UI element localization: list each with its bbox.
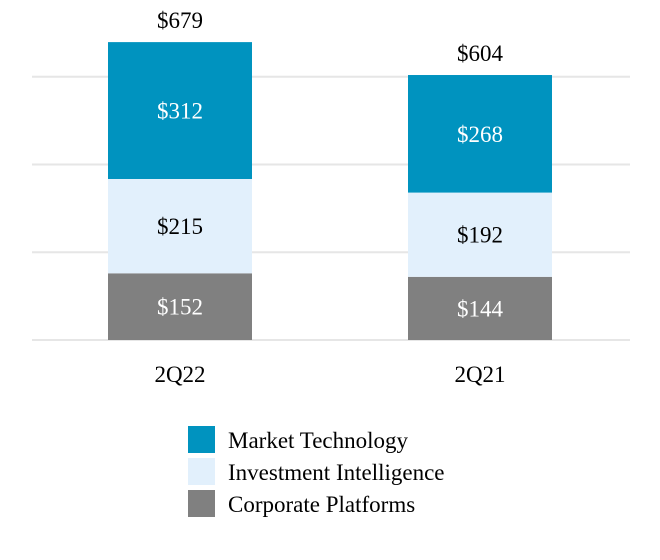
legend-swatch xyxy=(188,490,215,517)
total-label: $604 xyxy=(457,41,504,66)
x-tick-label: 2Q22 xyxy=(154,362,205,387)
x-tick-label: 2Q21 xyxy=(454,362,505,387)
bar-segment-market-technology xyxy=(108,42,252,179)
data-label: $152 xyxy=(157,295,203,320)
legend-swatch xyxy=(188,426,215,453)
data-label: $312 xyxy=(157,99,203,124)
bar-segment-market-technology xyxy=(408,75,552,193)
legend-label: Investment Intelligence xyxy=(228,460,445,485)
total-label: $679 xyxy=(157,8,203,33)
data-label: $144 xyxy=(457,296,504,321)
data-label: $215 xyxy=(157,214,203,239)
data-label: $192 xyxy=(457,223,503,248)
legend-label: Corporate Platforms xyxy=(228,492,415,517)
legend-swatch xyxy=(188,458,215,485)
bar-segment-corporate-platforms xyxy=(108,273,252,340)
bar-segment-investment-intelligence xyxy=(408,192,552,277)
bar-segment-investment-intelligence xyxy=(108,178,252,274)
legend-label: Market Technology xyxy=(228,428,409,453)
data-label: $268 xyxy=(457,122,503,147)
bar-segment-corporate-platforms xyxy=(408,276,552,340)
